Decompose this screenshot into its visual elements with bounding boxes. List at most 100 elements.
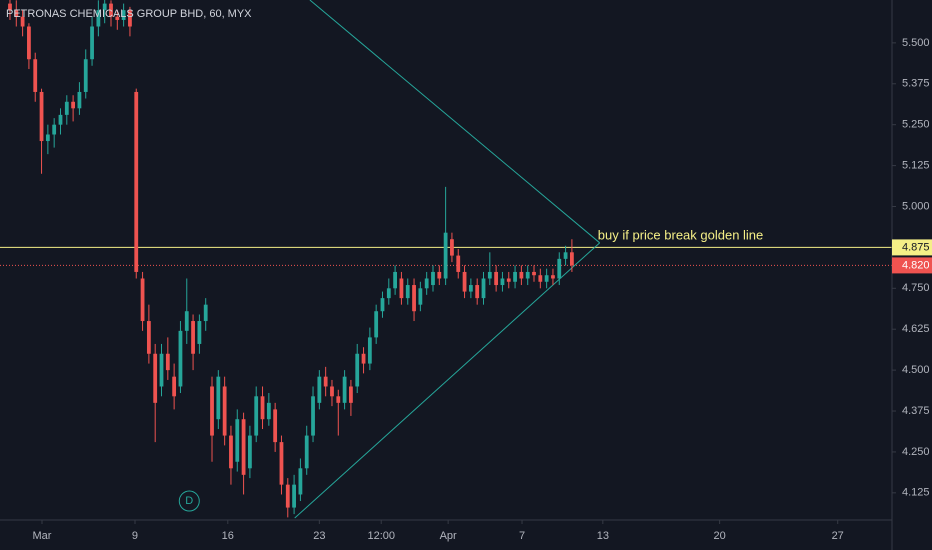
chart-title: PETRONAS CHEMICALS GROUP BHD, 60, MYX [6, 8, 252, 20]
candle-body [153, 353, 158, 403]
candle-body [279, 442, 284, 485]
price-label-box [892, 257, 932, 274]
candle-body [513, 271, 517, 282]
candle-body [58, 114, 63, 125]
y-tick-label: 5.500 [902, 37, 930, 49]
x-tick-label: 27 [832, 530, 844, 542]
candle-body [349, 386, 353, 403]
y-tick-label: 4.625 [902, 323, 930, 335]
candle-body [380, 298, 385, 312]
trendline [309, 0, 600, 244]
candle-body [367, 337, 372, 364]
candle-body [39, 91, 44, 142]
candle-body [424, 278, 429, 289]
candle-body [109, 3, 113, 17]
candle-body [159, 353, 164, 387]
candle-body [399, 278, 404, 299]
event-marker-label: D [185, 495, 193, 507]
y-tick-label: 4.375 [902, 405, 930, 417]
y-tick-label: 5.375 [902, 78, 930, 90]
x-tick-label: Mar [33, 530, 52, 542]
candle-body [229, 435, 233, 469]
candle-body [342, 376, 347, 403]
candle-body [311, 396, 315, 436]
candle-body [361, 353, 366, 364]
candle-body [121, 10, 126, 20]
y-tick-label: 4.250 [902, 446, 930, 458]
candle-body [500, 278, 505, 286]
candle-body [216, 376, 221, 420]
candle-body [191, 321, 195, 354]
candle-body [197, 321, 202, 344]
candle-body [248, 435, 252, 469]
price-label: 4.875 [902, 241, 930, 253]
candle-body [494, 271, 499, 286]
candle-body [115, 16, 120, 20]
candle-body [20, 16, 25, 27]
candle-body [140, 278, 145, 322]
candle-body [134, 91, 139, 272]
candle-body [468, 285, 473, 292]
candle-body [551, 275, 555, 279]
candle-body [443, 232, 448, 279]
candle-body [330, 386, 334, 397]
candle-body [273, 409, 278, 443]
candle-body [222, 386, 227, 436]
x-tick-label: 9 [132, 530, 138, 542]
candle-body [532, 271, 536, 276]
candle-body [235, 419, 240, 462]
candle-body [418, 288, 423, 305]
candle-body [386, 288, 391, 299]
candle-body [71, 101, 76, 109]
candle-body [172, 376, 177, 397]
event-marker [178, 490, 200, 512]
candle-body [285, 484, 290, 508]
candle-body [8, 3, 12, 11]
candle-body [178, 330, 183, 387]
candle-body [462, 271, 467, 292]
candle-body [544, 275, 549, 282]
x-tick-label: 7 [519, 530, 525, 542]
candle-body [83, 59, 88, 92]
candle-body [254, 396, 259, 436]
candle-body [102, 3, 107, 11]
y-tick-label: 5.000 [902, 200, 930, 212]
annotation: buy if price break golden line [598, 227, 764, 242]
candle-body [487, 271, 492, 279]
trendline [294, 242, 601, 519]
candle-body [52, 124, 57, 135]
candle-body [304, 435, 309, 469]
candle-body [355, 353, 360, 387]
candle-body [437, 271, 442, 279]
x-tick-label: 23 [313, 530, 325, 542]
candle-body [292, 484, 296, 508]
x-tick-label: Apr [440, 530, 457, 542]
candle-body [456, 255, 461, 272]
candle-body [323, 376, 328, 387]
candle-body [525, 271, 530, 279]
y-tick-label: 4.125 [902, 487, 930, 499]
candle-body [96, 10, 101, 27]
candle-body [481, 278, 486, 299]
candle-body [298, 468, 303, 495]
candle-body [557, 258, 562, 279]
candle-body [165, 353, 170, 371]
x-tick-label: 13 [597, 530, 609, 542]
candle-body [45, 134, 50, 142]
candle-body [538, 275, 543, 282]
price-label: 4.820 [902, 259, 930, 271]
candle-body [450, 239, 454, 256]
candle-body [241, 419, 246, 475]
candle-body [405, 285, 410, 299]
price-label-box [892, 239, 932, 256]
candle-body [203, 304, 208, 322]
candle-body [128, 10, 132, 27]
candle-body [260, 396, 265, 420]
candle-body [412, 285, 416, 312]
y-tick-label: 5.125 [902, 159, 930, 171]
y-tick-label: 4.500 [902, 364, 930, 376]
candle-body [570, 252, 574, 266]
y-tick-label: 5.250 [902, 119, 930, 131]
